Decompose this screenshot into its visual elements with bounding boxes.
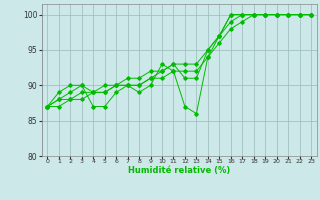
X-axis label: Humidité relative (%): Humidité relative (%) [128, 166, 230, 175]
